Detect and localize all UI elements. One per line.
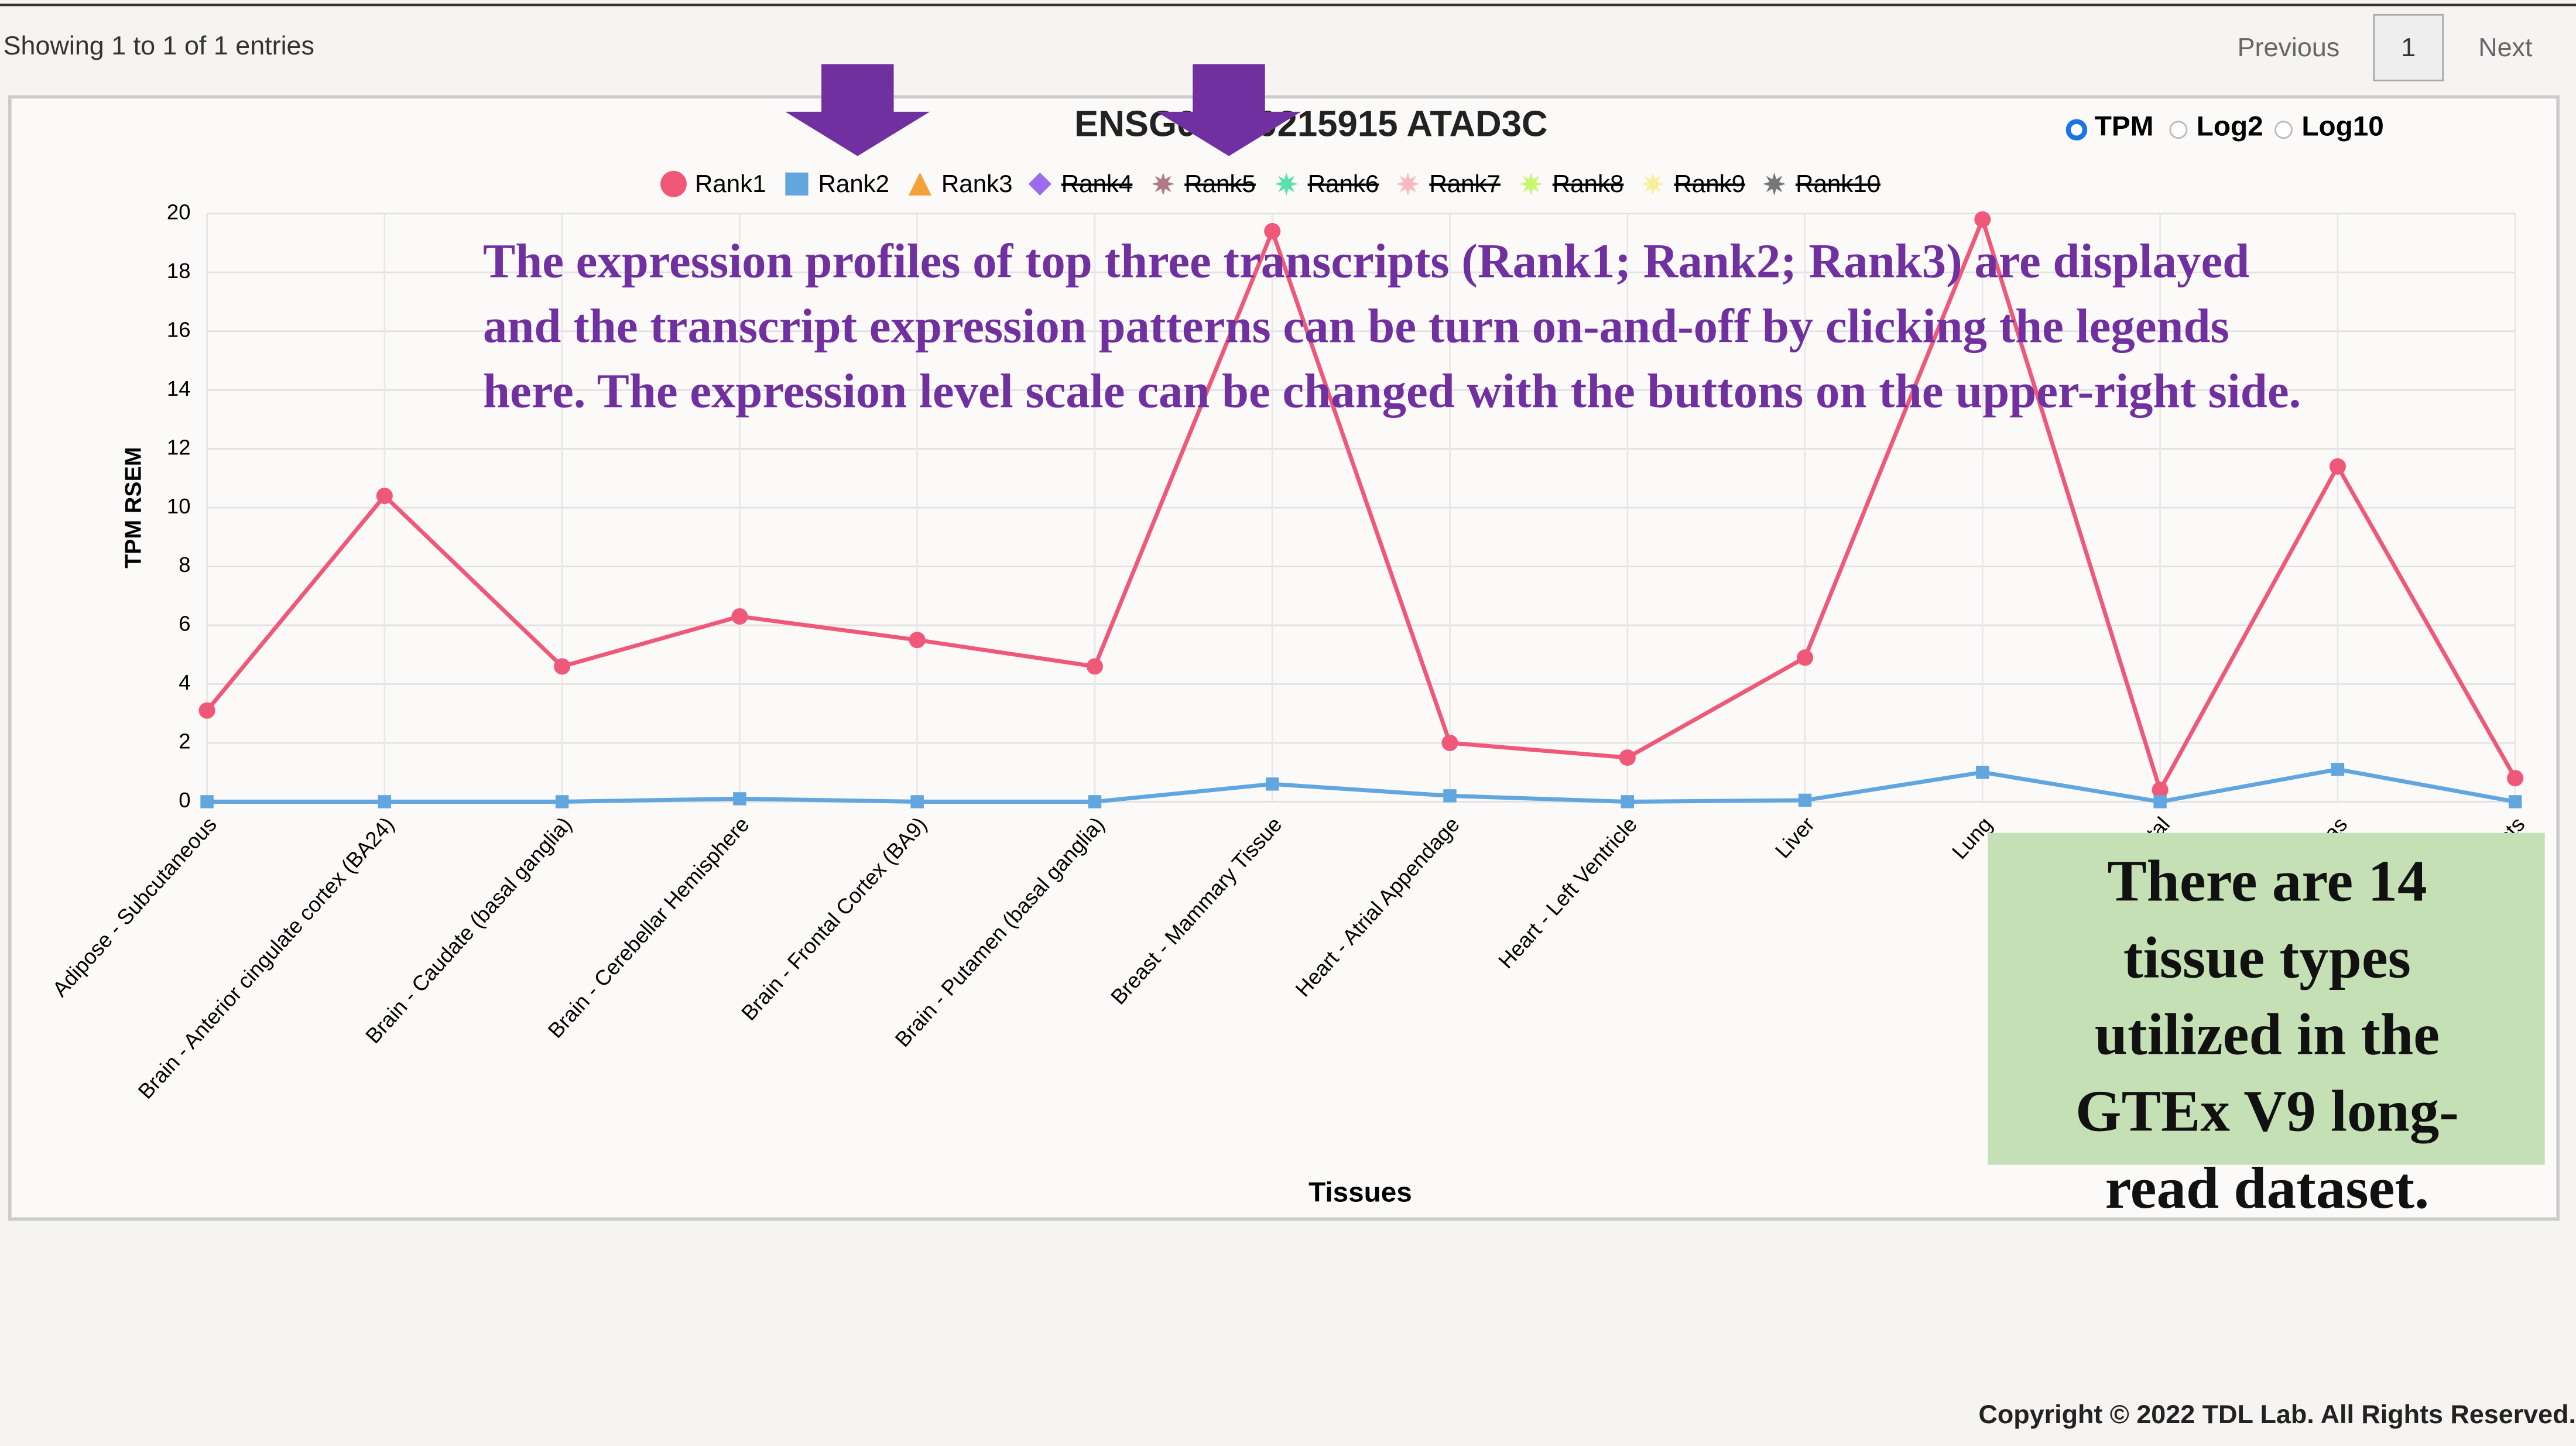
marker <box>733 792 746 806</box>
legend-label[interactable]: Rank8 <box>1553 170 1624 197</box>
note-text: tissue types <box>2123 925 2411 991</box>
marker <box>376 488 393 505</box>
marker <box>2508 795 2522 808</box>
legend-label[interactable]: Rank6 <box>1308 170 1379 197</box>
radio-label[interactable]: Log10 <box>2301 111 2383 142</box>
marker <box>554 658 571 675</box>
y-tick-label: 20 <box>167 200 191 224</box>
y-tick-label: 12 <box>167 435 191 459</box>
marker <box>1088 795 1102 808</box>
scale-options: TPM Log2 Log10 <box>2065 111 2384 142</box>
radio-label[interactable]: Log2 <box>2197 111 2263 142</box>
marker <box>1976 765 1989 779</box>
marker <box>1086 658 1103 675</box>
next-button[interactable]: Next <box>2478 32 2533 62</box>
marker <box>1621 795 1635 808</box>
radio[interactable] <box>2169 121 2188 139</box>
radio[interactable] <box>2274 121 2293 139</box>
legend-label[interactable]: Rank9 <box>1674 170 1745 197</box>
page-number[interactable]: 1 <box>2401 32 2416 62</box>
marker <box>555 795 569 808</box>
marker <box>908 172 932 196</box>
marker <box>378 795 392 808</box>
marker <box>2153 795 2167 808</box>
y-tick-label: 8 <box>179 553 190 577</box>
radio-label[interactable]: TPM <box>2095 111 2154 142</box>
footer: Copyright © 2022 TDL Lab. All Rights Res… <box>1978 1399 2576 1429</box>
note-text: There are 14 <box>2107 848 2427 914</box>
chart-title: ENSG00000215915 ATAD3C <box>1074 104 1547 144</box>
annotation-text: and the transcript expression patterns c… <box>483 299 2229 352</box>
y-tick-label: 2 <box>179 729 190 753</box>
entries-info: Showing 1 to 1 of 1 entries <box>4 30 314 60</box>
y-tick-label: 10 <box>167 494 191 518</box>
y-tick-label: 0 <box>179 788 190 812</box>
note-box <box>1988 832 2545 1165</box>
marker <box>1762 172 1786 196</box>
marker <box>1797 649 1814 666</box>
legend-label[interactable]: Rank5 <box>1184 170 1256 197</box>
y-axis-label: TPM RSEM <box>120 447 146 568</box>
legend-label[interactable]: Rank4 <box>1061 170 1133 197</box>
marker <box>910 795 924 808</box>
annotation-text: here. The expression level scale can be … <box>483 364 2301 417</box>
series-line <box>207 767 2516 804</box>
note-text: read dataset. <box>2105 1155 2430 1221</box>
marker <box>1028 172 1051 196</box>
marker <box>1619 749 1636 766</box>
marker <box>909 632 926 649</box>
marker <box>1441 734 1458 752</box>
legend-label[interactable]: Rank7 <box>1429 170 1501 197</box>
legend-label[interactable]: Rank1 <box>695 170 766 197</box>
radio[interactable] <box>2065 119 2088 141</box>
arrow <box>1156 64 1301 156</box>
marker <box>1443 789 1457 803</box>
x-axis-label: Tissues <box>1308 1177 1412 1208</box>
y-tick-label: 16 <box>167 317 191 341</box>
marker <box>785 172 809 196</box>
previous-button[interactable]: Previous <box>2238 32 2340 62</box>
note-text: GTEx V9 long- <box>2075 1078 2459 1144</box>
marker <box>2329 458 2346 475</box>
marker <box>2507 770 2524 787</box>
note-text: utilized in the <box>2095 1002 2440 1067</box>
marker <box>1641 172 1664 196</box>
annotation-text: The expression profiles of top three tra… <box>483 234 2249 288</box>
marker <box>1152 172 1175 196</box>
y-tick-label: 18 <box>167 259 191 283</box>
series-line <box>205 213 2517 796</box>
marker <box>2331 762 2345 776</box>
legend-label[interactable]: Rank10 <box>1796 170 1880 197</box>
marker <box>1266 777 1279 791</box>
overlays: There are 14 tissue types utilized in the G… <box>785 64 2545 1221</box>
legend-label[interactable]: Rank2 <box>818 170 889 197</box>
marker <box>1396 172 1420 196</box>
marker <box>1519 172 1543 196</box>
marker <box>1264 222 1281 239</box>
page-button[interactable] <box>2373 13 2444 81</box>
y-tick-label: 4 <box>179 670 190 694</box>
legend-label[interactable]: Rank3 <box>941 170 1013 197</box>
marker <box>660 170 687 197</box>
arrow <box>785 64 930 156</box>
y-tick-label: 6 <box>179 612 190 636</box>
marker <box>198 702 215 719</box>
marker <box>1798 793 1812 807</box>
marker <box>2152 782 2169 799</box>
marker <box>1275 172 1298 196</box>
marker <box>1974 211 1991 228</box>
marker <box>731 608 748 625</box>
y-tick-label: 14 <box>167 376 191 400</box>
marker <box>200 795 214 808</box>
